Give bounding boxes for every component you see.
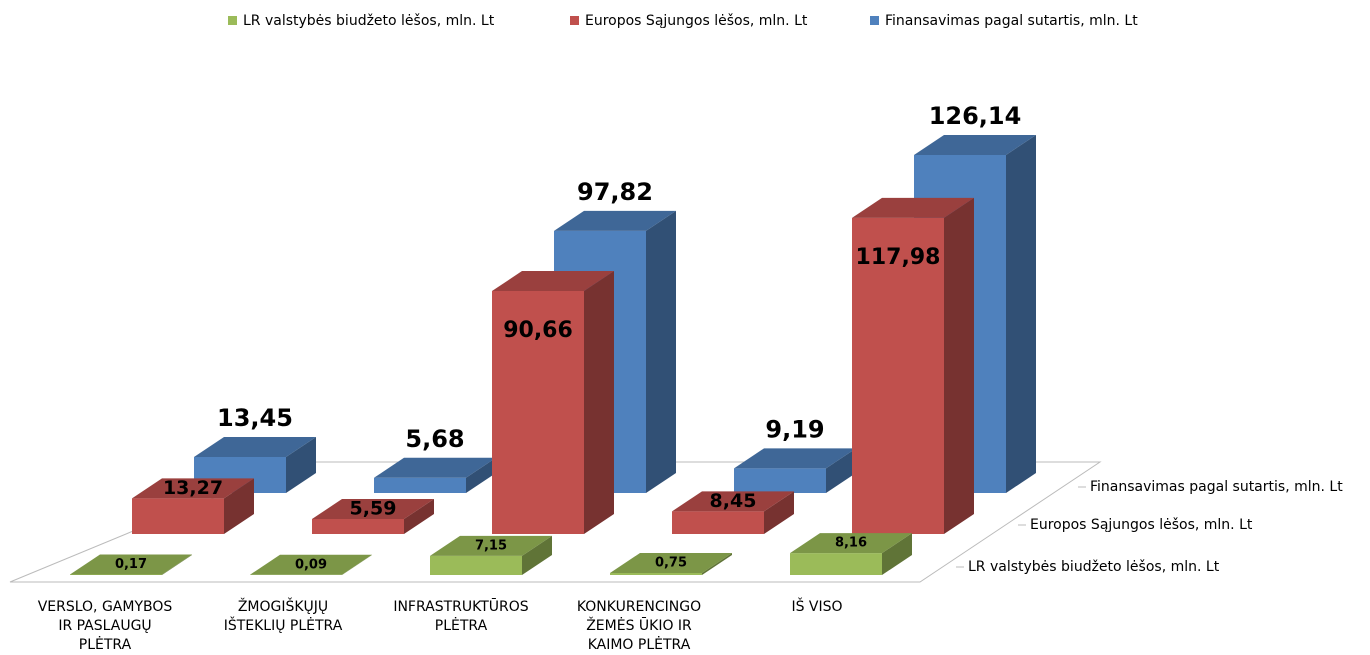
- bar-top: [554, 210, 676, 231]
- bar-front: [672, 511, 764, 534]
- value-label: 0,09: [295, 557, 327, 572]
- bar: [610, 552, 732, 575]
- bar-front: [852, 217, 944, 534]
- bar-side: [162, 554, 192, 575]
- bar: [430, 535, 552, 575]
- bar-top: [374, 457, 496, 478]
- bar-side: [342, 554, 372, 575]
- bar-side: [466, 457, 496, 493]
- bar-top: [250, 554, 372, 575]
- bar-side: [826, 448, 856, 493]
- bar-front: [374, 477, 466, 493]
- bar: [132, 478, 254, 534]
- value-label: 5,68: [405, 425, 464, 453]
- legend-label: Finansavimas pagal sutartis, mln. Lt: [885, 13, 1138, 29]
- value-label: 126,14: [929, 102, 1022, 130]
- value-label: 7,15: [475, 538, 507, 553]
- x-tick-label: INFRASTRUKTŪROS PLĖTRA: [393, 599, 529, 634]
- bar-front: [312, 519, 404, 534]
- bar: [852, 197, 974, 534]
- legend-label: LR valstybės biudžeto lėšos, mln. Lt: [243, 13, 495, 29]
- depth-axis-label: Finansavimas pagal sutartis, mln. Lt: [1090, 479, 1343, 495]
- value-label: 8,45: [710, 490, 757, 512]
- bar-side: [286, 436, 316, 493]
- bar: [672, 491, 794, 534]
- bar: [374, 457, 496, 493]
- bar-side: [702, 552, 732, 575]
- bar-side: [764, 491, 794, 534]
- value-label: 5,59: [350, 498, 397, 520]
- legend-swatch: [570, 16, 579, 25]
- bar-front: [734, 468, 826, 493]
- legend-swatch: [228, 16, 237, 25]
- bar: [734, 448, 856, 493]
- bar-front: [132, 498, 224, 534]
- value-label: 13,27: [163, 477, 223, 499]
- value-label: 9,19: [765, 415, 824, 443]
- bar-top: [492, 271, 614, 292]
- bar-top: [610, 552, 732, 573]
- bar-side: [1006, 134, 1036, 493]
- bar-side: [882, 533, 912, 575]
- bar-top: [852, 197, 974, 218]
- bar-top: [672, 491, 794, 512]
- bar: [250, 554, 372, 575]
- value-label: 117,98: [856, 245, 941, 270]
- bar-top: [430, 535, 552, 556]
- bar-top: [790, 533, 912, 554]
- bar-front: [610, 572, 702, 575]
- value-label: 0,75: [655, 555, 687, 570]
- bar: [492, 271, 614, 534]
- bar-front: [430, 555, 522, 575]
- bar: [312, 499, 434, 534]
- bar-side: [646, 210, 676, 493]
- x-tick-label: IŠ VISO: [791, 599, 843, 615]
- bar-top: [70, 554, 192, 575]
- bar: [790, 533, 912, 575]
- bar-top: [132, 478, 254, 499]
- legend-swatch: [870, 16, 879, 25]
- bar-top: [734, 448, 856, 469]
- bar-top: [914, 134, 1036, 155]
- value-label: 97,82: [577, 178, 653, 206]
- bar-top: [312, 499, 434, 520]
- bar-top: [194, 436, 316, 457]
- x-tick-label: VERSLO, GAMYBOS IR PASLAUGŲ PLĖTRA: [37, 599, 173, 653]
- x-tick-label: ŽMOGIŠKŲJŲ IŠTEKLIŲ PLĖTRA: [223, 599, 343, 634]
- legend-label: Europos Sąjungos lėšos, mln. Lt: [585, 13, 808, 29]
- x-tick-label: KONKURENCINGO ŽEMĖS ŪKIO IR KAIMO PLĖTRA: [576, 599, 702, 653]
- bar-side: [224, 478, 254, 534]
- value-label: 90,66: [503, 318, 573, 343]
- depth-axis-label: Europos Sąjungos lėšos, mln. Lt: [1030, 517, 1253, 533]
- bar-side: [522, 535, 552, 575]
- value-label: 8,16: [835, 536, 867, 551]
- bar-side: [584, 271, 614, 534]
- value-label: 13,45: [217, 404, 293, 432]
- bar-front: [790, 553, 882, 575]
- bar-side: [404, 499, 434, 534]
- bar: [70, 554, 192, 575]
- value-label: 0,17: [115, 557, 147, 572]
- depth-axis-label: LR valstybės biudžeto lėšos, mln. Lt: [968, 559, 1220, 575]
- bar-front: [492, 291, 584, 534]
- bar-side: [944, 197, 974, 534]
